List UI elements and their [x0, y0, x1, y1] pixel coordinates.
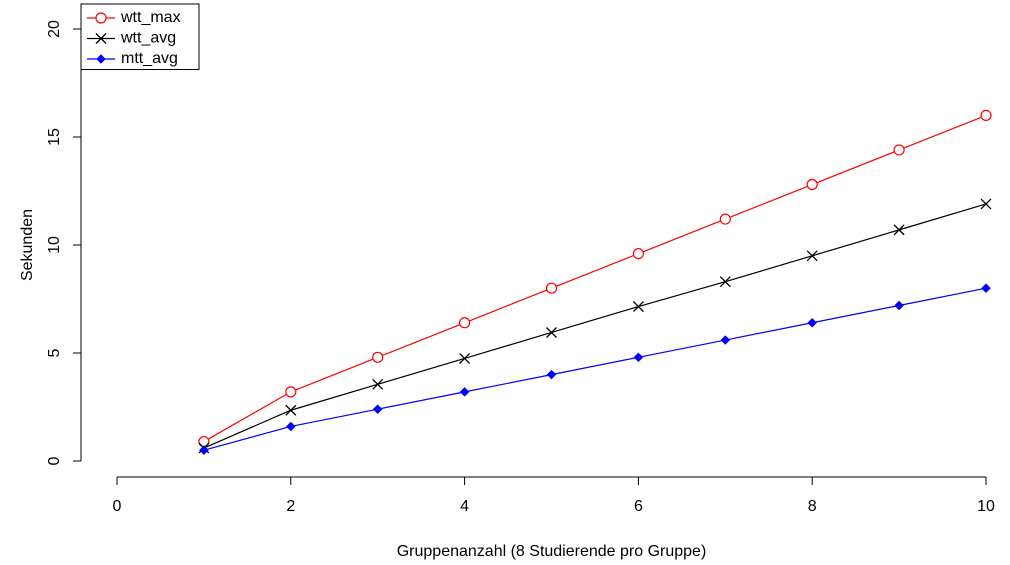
x-tick-label: 8 — [808, 498, 817, 515]
series-mtt_avg — [199, 283, 991, 456]
series-line-wtt_max — [203, 114, 987, 443]
legend-entry: mtt_avg — [87, 50, 178, 67]
data-point-wtt_avg — [806, 250, 818, 262]
data-point-mtt_avg — [459, 387, 470, 397]
data-point-wtt_avg — [372, 378, 384, 390]
legend-label: mtt_avg — [121, 50, 178, 67]
data-point-wtt_max — [459, 317, 471, 329]
data-point-mtt_avg — [199, 445, 209, 456]
y-tick-label: 20 — [46, 20, 63, 38]
data-point-wtt_max — [545, 282, 558, 294]
legend-entry: wtt_avg — [87, 30, 176, 47]
legend-label: wtt_max — [120, 9, 181, 26]
y-tick-label: 15 — [46, 128, 63, 146]
y-tick-label: 0 — [46, 456, 63, 465]
data-point-wtt_avg — [893, 224, 905, 236]
y-tick-label: 10 — [46, 236, 63, 254]
data-point-wtt_avg — [980, 198, 992, 210]
data-point-wtt_max — [285, 386, 297, 398]
data-point-mtt_avg — [720, 335, 731, 345]
data-point-mtt_avg — [981, 283, 991, 294]
data-point-mtt_avg — [807, 317, 818, 328]
data-point-wtt_max — [632, 248, 645, 260]
y-axis-title: Sekunden — [19, 209, 36, 281]
x-axis: 0 2 4 6 8 10 — [113, 476, 995, 515]
data-point-mtt_avg — [894, 300, 904, 311]
series-wtt_avg — [198, 198, 992, 454]
data-point-wtt_avg — [459, 352, 471, 364]
data-point-wtt_max — [806, 178, 818, 191]
legend: wtt_max wtt_avg mtt_avg — [80, 3, 200, 70]
x-tick-label: 2 — [286, 498, 295, 515]
series-line-mtt_avg — [203, 287, 987, 451]
data-point-wtt_avg — [719, 276, 731, 288]
legend-marker — [95, 33, 107, 44]
x-tick-label: 6 — [634, 498, 643, 515]
data-point-wtt_avg — [632, 301, 644, 313]
x-tick-label: 10 — [977, 498, 995, 515]
data-point-wtt_avg — [285, 404, 297, 416]
y-tick-label: 5 — [46, 348, 63, 357]
y-axis: 0 5 10 15 20 — [46, 20, 82, 465]
legend-marker — [95, 12, 107, 24]
data-point-wtt_avg — [546, 327, 557, 338]
x-axis-title: Gruppenanzahl (8 Studierende pro Gruppe) — [397, 543, 707, 560]
data-point-mtt_avg — [372, 404, 383, 415]
x-tick-label: 0 — [113, 498, 122, 515]
data-point-mtt_avg — [633, 352, 644, 363]
x-tick-label: 4 — [460, 498, 469, 515]
data-point-mtt_avg — [546, 369, 557, 380]
plot-series — [198, 109, 992, 456]
data-point-wtt_max — [719, 213, 731, 225]
legend-marker — [96, 54, 106, 64]
legend-label: wtt_avg — [120, 30, 176, 47]
series-wtt_max — [198, 109, 992, 448]
data-point-mtt_avg — [285, 421, 296, 432]
data-point-wtt_max — [980, 109, 992, 122]
legend-entry: wtt_max — [87, 9, 181, 26]
series-line-wtt_avg — [203, 203, 987, 449]
data-point-wtt_max — [893, 144, 905, 156]
data-point-wtt_max — [372, 351, 384, 363]
